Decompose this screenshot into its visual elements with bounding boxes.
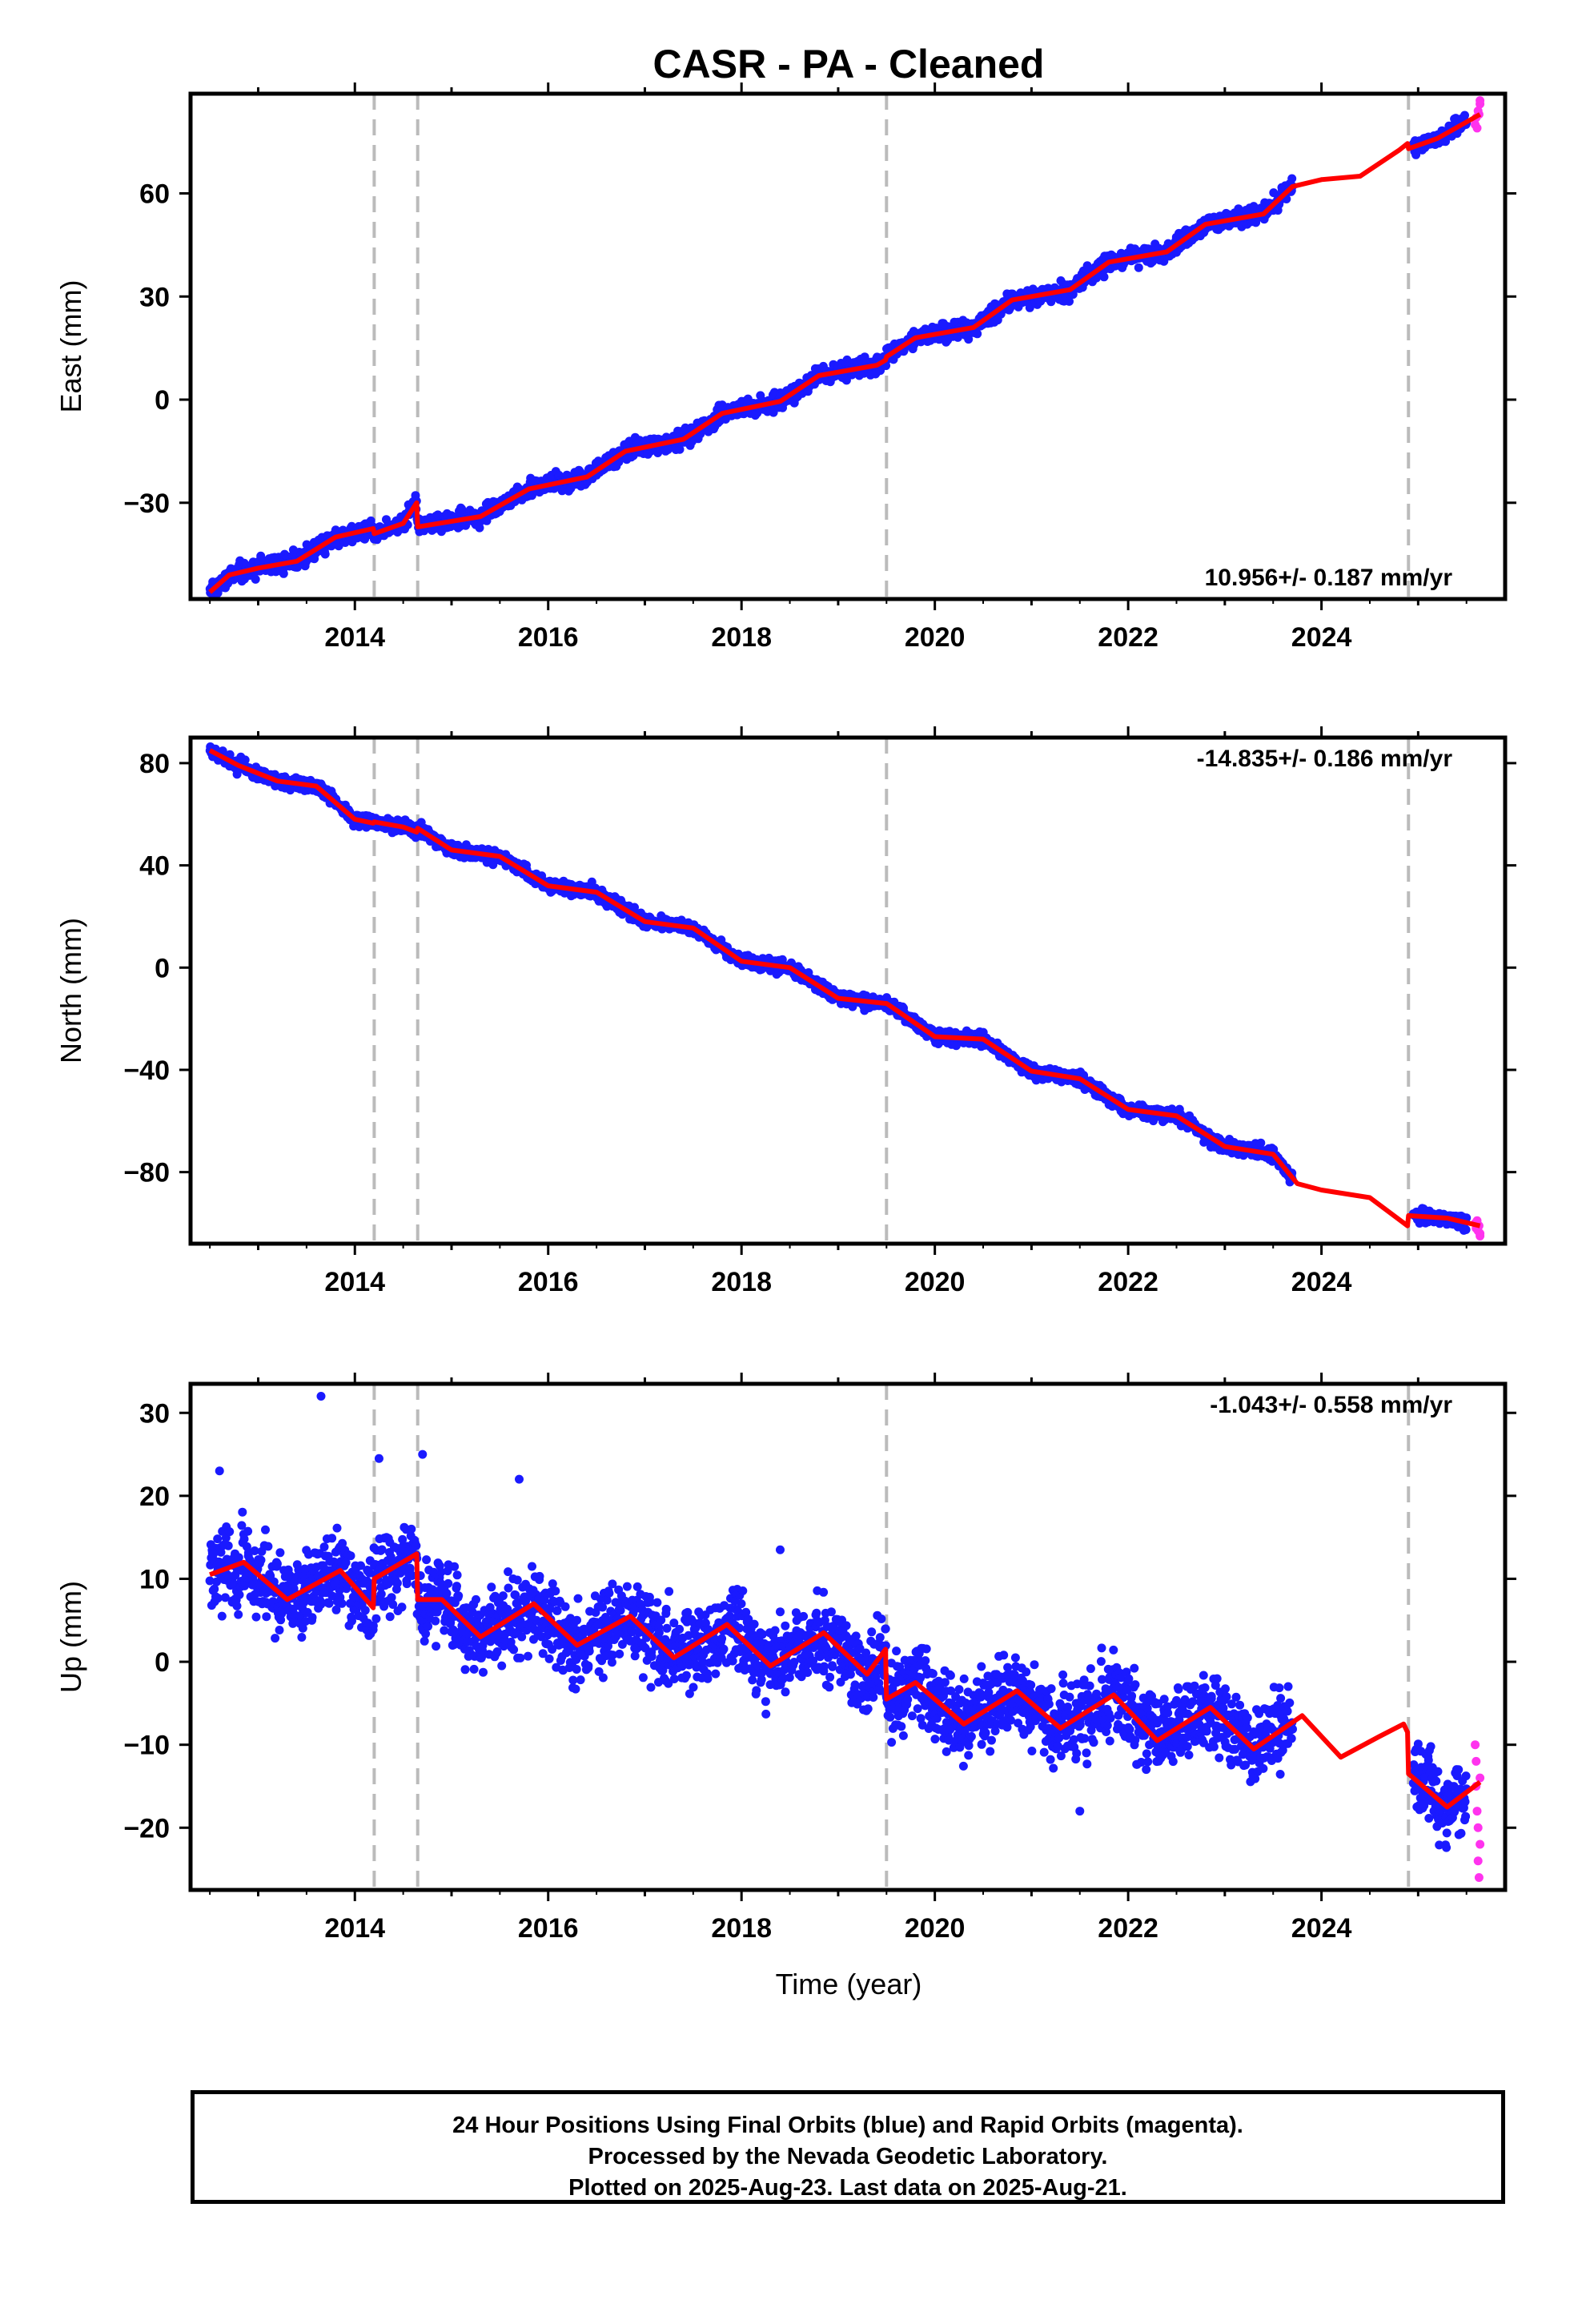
north-y-tick-label: 40 [139, 851, 170, 882]
east-rate-label: 10.956+/- 0.187 mm/yr [1205, 565, 1453, 591]
east-x-tick-label: 2024 [1291, 622, 1352, 653]
east-rapid-point [1472, 123, 1482, 133]
north-rapid-point [1476, 1231, 1485, 1240]
east-final-point [457, 504, 467, 513]
up-y-axis-label: Up (mm) [54, 1581, 87, 1693]
north-rate-label: -14.835+/- 0.186 mm/yr [1197, 746, 1453, 772]
north-y-tick-label: −40 [123, 1055, 170, 1086]
east-final-point [320, 549, 330, 559]
east-final-point [1134, 263, 1143, 272]
north-panel: North (mm) 2014 2016 2018 2020 2022 2024 −80 −4… [54, 726, 1516, 1297]
chart-title: CASR - PA - Cleaned [653, 42, 1045, 86]
north-final-point [1256, 1138, 1266, 1148]
east-y-tick-label: −30 [123, 489, 170, 519]
east-y-tick-label: 60 [139, 179, 170, 209]
east-final-point [1287, 174, 1297, 183]
up-panel: Up (mm) 2014 2016 2018 2020 2022 2024−20−1001… [54, 1373, 1516, 1944]
east-x-tick-label: 2016 [518, 622, 579, 653]
north-y-axis-label: North (mm) [54, 918, 87, 1063]
east-x-tick-label: 2014 [324, 622, 385, 653]
east-y-axis-label: East (mm) [54, 280, 87, 413]
east-y-tick-label: 0 [155, 385, 170, 416]
east-final-point [1099, 272, 1109, 282]
north-final-point [1461, 1225, 1471, 1234]
east-final-point [675, 444, 685, 454]
north-y-tick-label: −80 [123, 1158, 170, 1188]
north-x-tick-label: 2022 [1098, 1267, 1158, 1297]
east-final-point [973, 329, 982, 339]
north-y-tick-label: 80 [139, 749, 170, 779]
east-final-point [279, 569, 288, 578]
north-x-tick-label: 2014 [324, 1267, 385, 1297]
east-y-tick-label: 30 [139, 282, 170, 312]
north-y-tick-label: 0 [155, 953, 170, 983]
east-panel: East (mm) 2014 2016 2018 2020 2022 2024 −30 0 30… [54, 82, 1516, 653]
north-x-tick-label: 2020 [905, 1267, 966, 1297]
north-x-tick-label: 2024 [1291, 1267, 1352, 1297]
east-x-tick-label: 2018 [711, 622, 772, 653]
north-x-tick-label: 2016 [518, 1267, 579, 1297]
east-x-tick-label: 2022 [1098, 622, 1158, 653]
east-final-point [251, 574, 260, 584]
north-x-tick-label: 2018 [711, 1267, 772, 1297]
east-rapid-point [1476, 96, 1485, 106]
east-x-tick-label: 2020 [905, 622, 966, 653]
